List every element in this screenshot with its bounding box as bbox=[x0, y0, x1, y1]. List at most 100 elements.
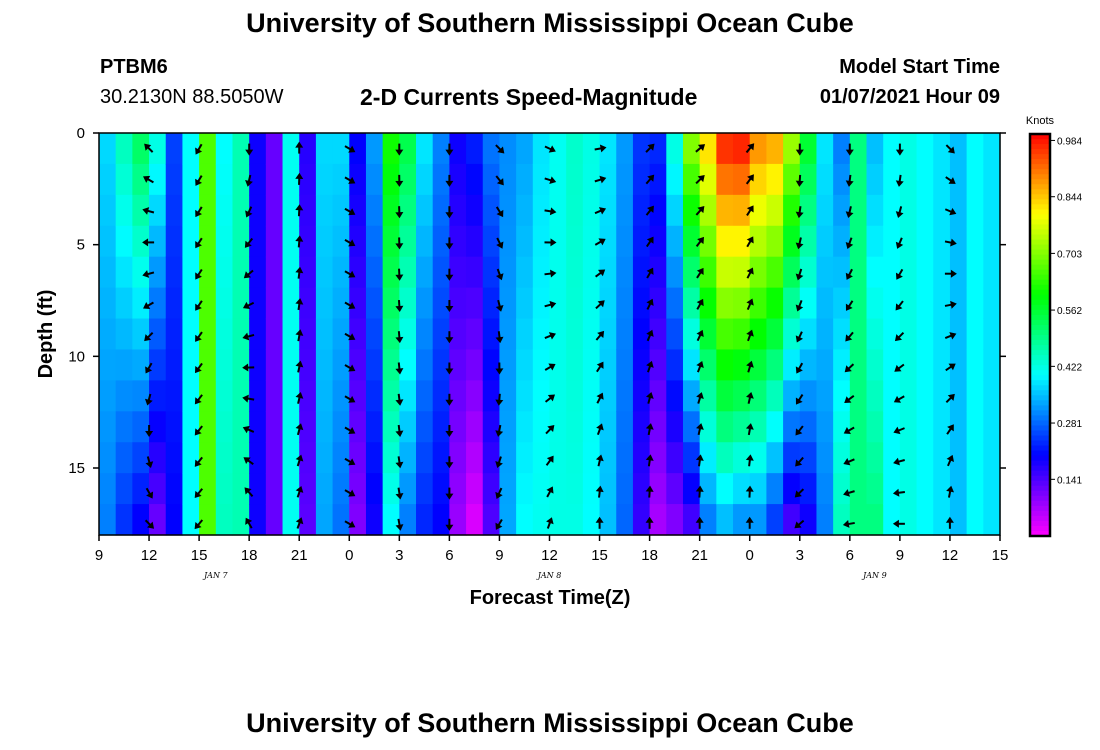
heatmap-cell bbox=[749, 318, 768, 351]
heatmap-cell bbox=[482, 133, 501, 165]
direction-arrow bbox=[445, 362, 454, 375]
heatmap-cell bbox=[182, 133, 200, 165]
direction-arrow bbox=[895, 237, 904, 249]
heatmap-cell bbox=[265, 225, 284, 258]
heatmap-cell bbox=[182, 442, 200, 474]
heatmap-cell bbox=[783, 349, 801, 381]
colorbar-swatch bbox=[1030, 199, 1050, 205]
heatmap-cell bbox=[616, 225, 634, 258]
heatmap-cell bbox=[899, 349, 918, 381]
heatmap-cell bbox=[966, 504, 984, 536]
heatmap-cell bbox=[549, 225, 567, 258]
heatmap-cell bbox=[899, 473, 918, 505]
direction-arrow bbox=[395, 268, 404, 281]
page-title-top: University of Southern Mississippi Ocean… bbox=[246, 8, 854, 38]
direction-arrow bbox=[595, 516, 604, 529]
heatmap-cell bbox=[749, 442, 768, 474]
heatmap-cell bbox=[983, 256, 1001, 289]
heatmap-cell bbox=[733, 380, 751, 412]
direction-arrow bbox=[945, 393, 955, 404]
heatmap-cell bbox=[983, 163, 1001, 196]
heatmap-cell bbox=[916, 163, 934, 196]
y-axis-title: Depth (ft) bbox=[35, 290, 57, 379]
colorbar-swatch bbox=[1030, 214, 1050, 221]
heatmap-cell bbox=[849, 194, 868, 227]
direction-arrow bbox=[242, 301, 255, 310]
heatmap-cell bbox=[883, 442, 901, 474]
direction-arrow bbox=[594, 238, 606, 246]
heatmap-cell bbox=[115, 380, 133, 412]
heatmap-cell bbox=[299, 163, 317, 196]
heatmap-cell bbox=[632, 349, 651, 381]
heatmap-cell bbox=[983, 349, 1001, 381]
heatmap-cell bbox=[816, 133, 834, 165]
heatmap-cell bbox=[883, 256, 901, 289]
heatmap-cell bbox=[282, 256, 300, 289]
direction-arrow bbox=[195, 206, 203, 218]
heatmap-cell bbox=[499, 380, 517, 412]
heatmap-cell bbox=[849, 411, 868, 443]
heatmap-cell bbox=[566, 287, 584, 320]
heatmap-cell bbox=[265, 411, 284, 443]
colorbar-swatch bbox=[1030, 365, 1050, 371]
direction-arrow bbox=[696, 298, 704, 310]
heatmap-cell bbox=[232, 225, 250, 258]
y-tick-label: 5 bbox=[77, 237, 85, 254]
x-tick-label: 12 bbox=[942, 547, 959, 564]
heatmap-cell bbox=[582, 287, 601, 320]
direction-arrow bbox=[495, 175, 504, 186]
heatmap-cell bbox=[766, 349, 784, 381]
direction-arrow bbox=[295, 517, 304, 529]
direction-arrow bbox=[845, 331, 854, 342]
direction-arrow bbox=[795, 456, 804, 467]
direction-arrow bbox=[143, 175, 154, 184]
heatmap-cell bbox=[382, 442, 400, 474]
heatmap-cell bbox=[766, 225, 784, 258]
colorbar-swatch bbox=[1030, 269, 1050, 276]
direction-arrow bbox=[544, 269, 557, 278]
direction-arrow bbox=[495, 518, 503, 530]
heatmap-cell bbox=[365, 318, 384, 351]
heatmap-cell bbox=[149, 442, 167, 474]
x-axis: 9 12 15 18 21 0 3 6 9 12 15 18 21 0 3 6 9 12 15 JAN 7 JAN 8 J… bbox=[95, 535, 1008, 580]
heatmap-cell bbox=[232, 163, 250, 196]
heatmap-cell bbox=[799, 287, 818, 320]
colorbar-swatch bbox=[1030, 370, 1050, 376]
heatmap-cell bbox=[365, 411, 384, 443]
direction-arrow bbox=[544, 176, 557, 185]
colorbar-swatch bbox=[1030, 485, 1050, 492]
y-tick-label: 15 bbox=[68, 460, 85, 477]
heatmap-cell bbox=[416, 256, 434, 289]
heatmap-cell bbox=[399, 442, 417, 474]
x-tick-label: 12 bbox=[541, 547, 558, 564]
heatmap-cell bbox=[249, 194, 267, 227]
heatmap-cell bbox=[699, 349, 717, 381]
direction-arrow bbox=[544, 394, 556, 403]
heatmap-cell bbox=[365, 287, 384, 320]
x-tick-label: 0 bbox=[345, 547, 353, 564]
x-tick-label: 12 bbox=[141, 547, 158, 564]
direction-arrow bbox=[295, 141, 304, 154]
heatmap-cell bbox=[416, 411, 434, 443]
direction-arrow bbox=[295, 266, 304, 279]
heatmap-cell bbox=[132, 163, 150, 196]
heatmap-cell bbox=[315, 287, 334, 320]
heatmap-cell bbox=[282, 442, 300, 474]
heatmap-cell bbox=[365, 504, 384, 536]
heatmap-cell bbox=[549, 504, 567, 536]
direction-arrow bbox=[843, 489, 855, 497]
direction-arrow bbox=[295, 360, 304, 373]
direction-arrow bbox=[142, 207, 155, 215]
heatmap-cell bbox=[916, 225, 934, 258]
heatmap-cell bbox=[399, 287, 417, 320]
heatmap-cell bbox=[883, 380, 901, 412]
date-label: JAN 9 bbox=[861, 571, 887, 580]
heatmap-cell bbox=[282, 287, 300, 320]
heatmap-cell bbox=[149, 163, 167, 196]
colorbar-swatch bbox=[1030, 239, 1050, 246]
heatmap-cell bbox=[682, 133, 701, 165]
heatmap-cell bbox=[766, 133, 784, 165]
direction-arrow bbox=[795, 394, 804, 405]
heatmap-cell bbox=[232, 411, 250, 443]
